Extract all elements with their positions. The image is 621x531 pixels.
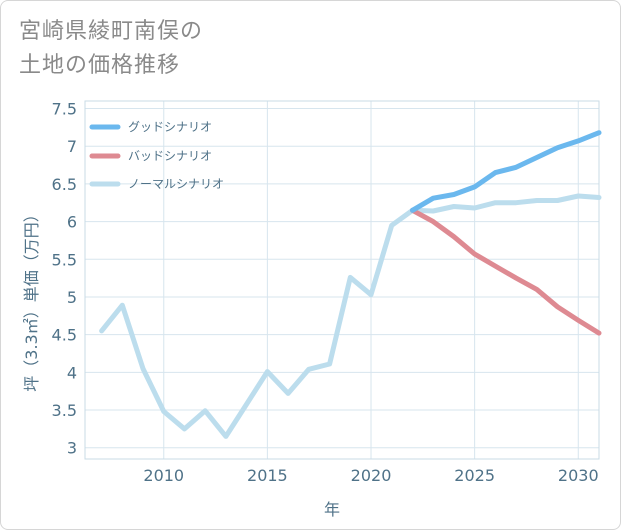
y-tick-label: 5	[67, 288, 77, 307]
y-axis-ticks: 3 3.5 4 4.5 5 5.5 6 6.5 7 7.5	[52, 100, 77, 458]
legend: グッドシナリオ バッドシナリオ ノーマルシナリオ	[89, 120, 224, 191]
bad-scenario-line	[410, 207, 602, 336]
normal-scenario-line	[99, 193, 602, 439]
chart-title-line-1: 宮崎県綾町南俣の	[19, 19, 204, 44]
x-tick-label: 2030	[558, 466, 599, 485]
y-tick-label: 7.5	[52, 100, 77, 119]
x-tick-label: 2020	[351, 466, 392, 485]
plot-area-frame	[84, 100, 600, 460]
y-axis-title: 坪（3.3㎡）単価（万円）	[22, 206, 41, 391]
x-tick-label: 2025	[454, 466, 495, 485]
legend-label-bad: バッドシナリオ	[128, 149, 212, 163]
legend-label-normal: ノーマルシナリオ	[128, 177, 224, 191]
y-tick-label: 3.5	[52, 401, 77, 420]
x-tick-label: 2015	[247, 466, 288, 485]
chart-title: 宮崎県綾町南俣の 土地の価格推移	[19, 15, 203, 83]
chart-title-line-2: 土地の価格推移	[19, 53, 181, 78]
series-layer	[99, 130, 602, 439]
x-axis-ticks: 2010 2015 2020 2025 2030	[143, 466, 598, 485]
y-tick-label: 4.5	[52, 326, 77, 345]
y-tick-label: 3	[67, 439, 77, 458]
grid-lines	[85, 101, 599, 459]
y-tick-label: 4	[67, 363, 77, 382]
good-scenario-line	[410, 130, 602, 213]
y-tick-label: 6.5	[52, 175, 77, 194]
x-tick-label: 2010	[143, 466, 184, 485]
x-axis-title: 年	[324, 500, 340, 519]
y-tick-label: 7	[67, 137, 77, 156]
legend-label-good: グッドシナリオ	[128, 120, 212, 134]
y-tick-label: 6	[67, 213, 77, 232]
y-tick-label: 5.5	[52, 250, 77, 269]
